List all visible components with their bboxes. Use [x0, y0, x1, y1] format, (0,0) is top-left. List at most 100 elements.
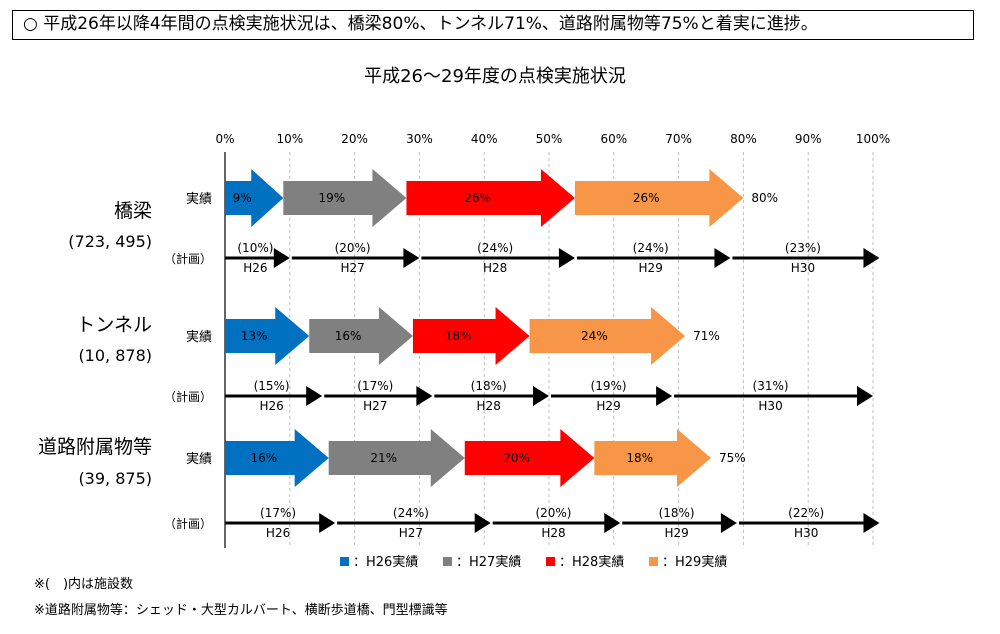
plan-year-label: H26: [259, 399, 283, 413]
plan-year-label: H26: [266, 526, 290, 540]
x-tick-label: 70%: [665, 132, 692, 146]
plan-value-label: (18%): [471, 379, 507, 393]
group-0: 橋梁 (723, 495) 実績 （計画） 9% 19% 26% 26% 80% (10%) H26…: [68, 169, 880, 275]
plan-value-label: (17%): [357, 379, 393, 393]
group-2: 道路附属物等 (39, 875) 実績 （計画） 16% 21% 20% 18% 75% (17%…: [38, 429, 880, 540]
x-tick-label: 10%: [276, 132, 303, 146]
plan-arrowhead: [403, 248, 420, 268]
group-name: 道路附属物等: [38, 436, 152, 458]
actual-bar-label: 24%: [581, 329, 608, 343]
plan-value-label: (17%): [260, 506, 296, 520]
actual-total-label: 71%: [693, 329, 720, 343]
plan-arrowhead: [720, 513, 737, 533]
footnotes: ※( )内は施設数 ※道路附属物等：シェッド・大型カルバート、横断歩道橋、門型標…: [34, 572, 448, 624]
plan-arrowhead: [604, 513, 621, 533]
legend-label-H28: ：H28実績: [559, 554, 624, 570]
plan-year-label: H26: [243, 261, 267, 275]
plan-year-label: H29: [596, 399, 620, 413]
x-tick-label: 30%: [406, 132, 433, 146]
headline-box: ○ 平成26年以降4年間の点検実施状況は、橋梁80%、トンネル71%、道路附属物…: [12, 10, 974, 40]
actual-row-label: 実績: [186, 329, 212, 345]
plan-arrowhead: [273, 248, 290, 268]
group-name: 橋梁: [114, 200, 152, 222]
x-tick-label: 50%: [536, 132, 563, 146]
plan-arrowhead: [319, 513, 336, 533]
plan-value-label: (24%): [393, 506, 429, 520]
plan-arrowhead: [558, 248, 575, 268]
legend-swatch-H28: [546, 557, 555, 566]
plan-arrowhead: [863, 248, 880, 268]
actual-bar-H29: [574, 169, 744, 227]
legend-swatch-H27: [443, 557, 452, 566]
plan-year-label: H28: [477, 399, 501, 413]
actual-bar-label: 19%: [319, 191, 346, 205]
plan-arrowhead: [863, 513, 880, 533]
actual-row-label: 実績: [186, 451, 212, 467]
group-count: (39, 875): [78, 469, 152, 488]
plan-year-label: H30: [794, 526, 818, 540]
legend: ：H26実績 ：H27実績 ：H28実績 ：H29実績: [340, 554, 727, 570]
plan-value-label: (23%): [785, 241, 821, 255]
group-count: (723, 495): [68, 232, 152, 251]
plan-value-label: (10%): [237, 241, 273, 255]
chart-title: 平成26〜29年度の点検実施状況: [364, 66, 626, 87]
x-tick-label: 20%: [341, 132, 368, 146]
actual-bar-H27: [309, 307, 413, 365]
plan-value-label: (18%): [659, 506, 695, 520]
actual-bar-label: 13%: [241, 329, 268, 343]
x-tick-label: 0%: [215, 132, 234, 146]
footnote-1: ※( )内は施設数: [34, 577, 134, 592]
plan-row-label: （計画）: [164, 389, 212, 404]
actual-bar-H27: [328, 429, 465, 487]
plan-value-label: (15%): [254, 379, 290, 393]
group-name: トンネル: [76, 314, 152, 336]
plan-year-label: H27: [363, 399, 387, 413]
x-tick-label: 90%: [795, 132, 822, 146]
plan-value-label: (19%): [591, 379, 627, 393]
plan-value-label: (20%): [535, 506, 571, 520]
actual-total-label: 80%: [751, 191, 778, 205]
plan-row-label: （計画）: [164, 516, 212, 531]
x-tick-labels: 0% 10% 20% 30% 40% 50% 60% 70% 80% 90% 100%: [215, 132, 890, 146]
footnote-2: ※道路附属物等：シェッド・大型カルバート、横断歩道橋、門型標識等: [34, 603, 448, 618]
legend-swatch-H26: [340, 557, 349, 566]
group-1: トンネル (10, 878) 実績 （計画） 13% 16% 18% 24% 71% (15%) H…: [76, 307, 873, 413]
plan-arrowhead: [306, 386, 323, 406]
plan-value-label: (24%): [633, 241, 669, 255]
plan-arrowhead: [857, 386, 873, 406]
actual-bar-H26: [225, 307, 310, 365]
plan-year-label: H27: [340, 261, 364, 275]
actual-bar-label: 16%: [335, 329, 362, 343]
headline-text: ○ 平成26年以降4年間の点検実施状況は、橋梁80%、トンネル71%、道路附属物…: [23, 14, 818, 34]
plan-value-label: (20%): [335, 241, 371, 255]
plan-arrowhead: [714, 248, 731, 268]
actual-row-label: 実績: [186, 191, 212, 207]
actual-bar-label: 9%: [233, 191, 252, 205]
actual-bar-H26: [225, 429, 329, 487]
plan-row-label: （計画）: [164, 251, 212, 266]
x-tick-label: 80%: [730, 132, 757, 146]
actual-bar-H28: [406, 169, 575, 227]
actual-bar-H28: [464, 429, 595, 487]
actual-bar-label: 20%: [503, 451, 530, 465]
x-tick-label: 60%: [600, 132, 627, 146]
plan-year-label: H29: [664, 526, 688, 540]
chart-rows: 橋梁 (723, 495) 実績 （計画） 9% 19% 26% 26% 80% (10%) H26…: [38, 169, 880, 540]
plan-value-label: (22%): [788, 506, 824, 520]
actual-bar-H27: [283, 169, 407, 227]
plan-year-label: H28: [483, 261, 507, 275]
actual-bar-label: 21%: [370, 451, 397, 465]
plan-year-label: H30: [758, 399, 782, 413]
actual-bar-H29: [594, 429, 711, 487]
actual-bar-label: 26%: [464, 191, 491, 205]
actual-bar-label: 18%: [445, 329, 472, 343]
plan-year-label: H30: [791, 261, 815, 275]
x-tick-label: 100%: [856, 132, 890, 146]
plan-year-label: H28: [541, 526, 565, 540]
plan-arrowhead: [416, 386, 433, 406]
actual-bar-label: 16%: [251, 451, 278, 465]
actual-bar-H26: [225, 169, 284, 227]
plan-year-label: H27: [399, 526, 423, 540]
group-count: (10, 878): [78, 346, 152, 365]
